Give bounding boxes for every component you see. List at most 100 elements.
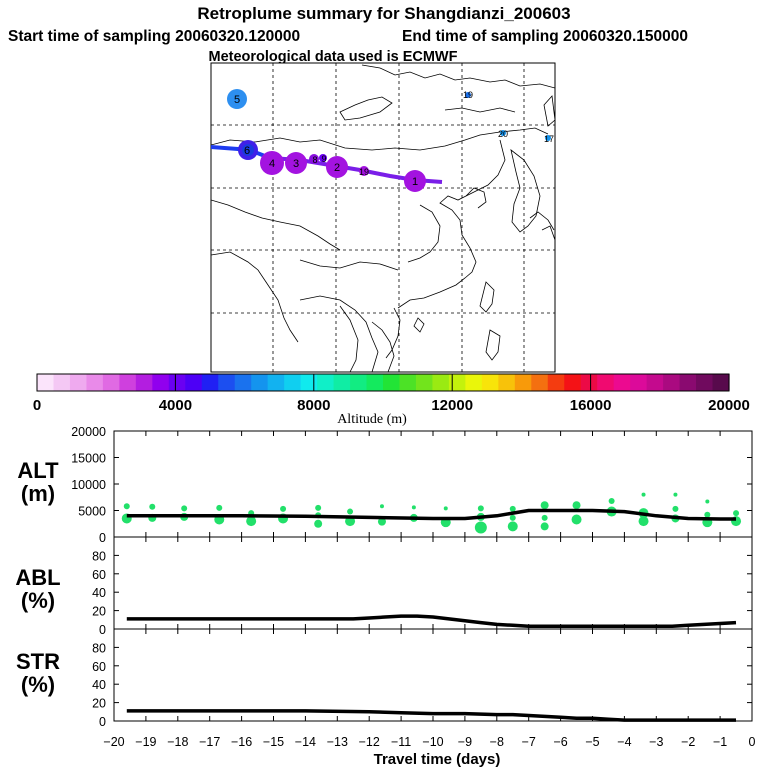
x-tick-label: −17 [199,735,220,749]
x-tick-label: −2 [681,735,695,749]
alt-cluster-point [540,501,549,510]
alt-cluster-point [673,492,678,497]
plume-label: 1 [412,176,418,188]
alt-cluster-point [123,503,130,510]
alt-cluster-point [641,492,646,497]
colorbar-cell [465,374,483,391]
plume-marker: 20 [498,129,508,139]
x-tick-label: −11 [391,735,411,749]
plume-marker: 8 [309,154,319,165]
colorbar-frame [36,373,730,392]
plume-marker: 1 [404,170,426,192]
colorbar-cell [135,374,153,391]
plume-marker: 19 [359,166,369,177]
x-tick-label: −1 [713,735,727,749]
map-frame [210,62,556,373]
alt-panel-unit: (m) [21,481,55,506]
colorbar-cell [712,374,730,391]
colorbar-cell [432,374,450,391]
alt-y-tick-label: 15000 [71,452,106,466]
altitude-colorbar: 0 4000 8000 12000 16000 20000 Altitude (m) [33,373,750,427]
sampling-end-label: End time of sampling 20060320.150000 [402,28,688,45]
plume-label: 9 [321,154,326,164]
plume-marker: 5 [227,89,247,109]
x-tick-label: −6 [553,735,567,749]
colorbar-cell [284,374,302,391]
abl-y-tick-label: 0 [99,623,106,637]
alt-cluster-point [608,497,615,504]
colorbar-cell [498,374,516,391]
alt-cluster-point [246,516,257,527]
plume-marker: 6 [238,140,258,160]
colorbar-tick-label: 4000 [159,397,192,414]
colorbar-cell [69,374,88,391]
colorbar-cell [333,374,351,391]
colorbar-cell [383,374,401,391]
panels-frame [113,430,753,722]
x-tick-label: −13 [327,735,348,749]
x-tick-label: −5 [585,735,599,749]
alt-cluster-point [571,514,582,525]
plume-label: 2 [334,162,340,174]
panel-series [121,492,742,722]
plume-marker: 9 [319,154,327,164]
colorbar-cell [580,374,598,391]
x-tick-label: −16 [231,735,252,749]
x-tick-label: 0 [749,735,756,749]
x-tick-label: −15 [263,735,284,749]
plume-label: 19 [359,167,369,177]
colorbar-cell [350,374,368,391]
colorbar-tick-label: 20000 [708,397,750,414]
colorbar-cell [547,374,565,391]
colorbar-cell [646,374,664,391]
colorbar-cell [267,374,285,391]
x-tick-label: −8 [490,735,504,749]
plume-marker: 3 [285,152,307,174]
plume-marker: 4 [260,151,284,175]
alt-cluster-point [216,504,223,511]
abl-y-tick-label: 80 [92,549,106,563]
alt-cluster-point [705,499,710,504]
x-tick-label: −3 [649,735,663,749]
colorbar-tick-label: 16000 [570,397,612,414]
alt-y-tick-label: 10000 [71,478,106,492]
x-tick-label: −10 [422,735,443,749]
map-panel: 5 6 4 3 8 [210,62,556,373]
colorbar-cell [630,374,648,391]
x-axis-title: Travel time (days) [374,751,501,768]
x-tick-label: −4 [617,735,631,749]
alt-cluster-point [704,511,711,518]
plume-label: 17 [544,134,554,144]
colorbar-cell [613,374,631,391]
abl-panel-label: ABL [15,565,60,590]
colorbar-cell [514,374,532,391]
colorbar-ticks: 0 4000 8000 12000 16000 20000 [33,374,750,414]
colorbar-cell [300,374,318,391]
alt-cluster-point [377,517,386,526]
colorbar-tick-label: 8000 [297,397,330,414]
colorbar-tick-label: 0 [33,397,41,414]
colorbar-cell [564,374,582,391]
alt-cluster-point [477,505,484,512]
plume-label: 8 [312,155,317,165]
colorbar-cell [234,374,252,391]
sampling-start-label: Start time of sampling 20060320.120000 [8,28,300,45]
met-data-label: Meteorological data used is ECMWF [209,49,458,65]
plume-marker: 19 [463,90,473,100]
alt-cluster-point [572,501,581,510]
alt-cluster-point [149,503,156,510]
alt-cluster-point [347,508,354,515]
colorbar-cell [663,374,681,391]
plume-label: 4 [269,158,275,170]
alt-panel-label: ALT [17,458,59,483]
colorbar-cell [696,374,714,391]
plume-label: 20 [498,129,508,139]
alt-cluster-point [638,516,649,527]
colorbar-cell [86,374,104,391]
alt-cluster-point [411,505,416,510]
alt-line [126,508,736,521]
alt-cluster-point [379,504,384,509]
alt-cluster-point [672,505,679,512]
alt-cluster-point [315,504,322,511]
str-panel-unit: (%) [21,672,55,697]
